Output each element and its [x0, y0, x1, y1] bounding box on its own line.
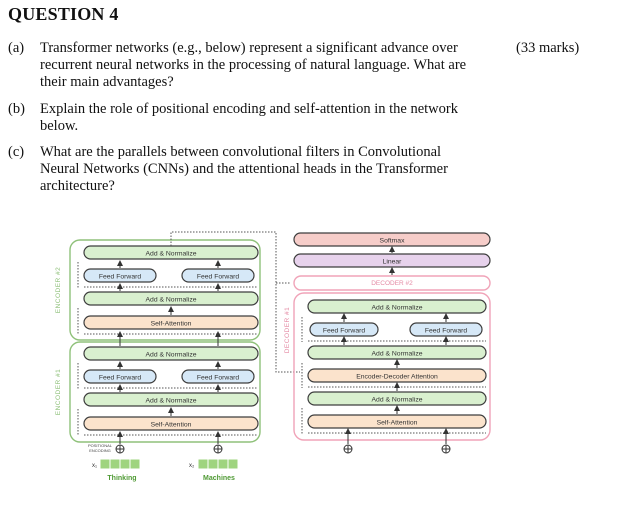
enc1-feed-forward-left [83, 369, 157, 384]
enc2-feed-forward-right [181, 268, 255, 283]
dec-add-normalize-1-text: Add & Normalize [372, 305, 423, 312]
decoder-2-label: DECODER #2 [371, 280, 413, 287]
enc2-feed-forward-right-text: Feed Forward [197, 274, 240, 281]
enc2-add-normalize-bottom-text: Add & Normalize [146, 297, 197, 304]
dec-self-attention [307, 414, 487, 429]
part-b-line: below. [40, 118, 79, 134]
enc2-add-normalize-bottom [83, 291, 259, 306]
dec-enc-dec-attention-text: Encoder-Decoder Attention [356, 374, 438, 381]
decoder-residual-lines [301, 317, 486, 434]
x1-label: x₁ [92, 463, 97, 469]
part-a-line: Transformer networks (e.g., below) repre… [40, 40, 458, 56]
part-c-label: (c) [8, 144, 25, 160]
part-c-line: Neural Networks (CNNs) and the attention… [40, 161, 448, 177]
question-marks: (33 marks) [516, 40, 580, 56]
positional-encoding-label-2: ENCODING [89, 448, 111, 453]
part-c-line: architecture? [40, 178, 115, 194]
dec-self-attention-text: Self-Attention [377, 420, 418, 427]
part-a-line: their main advantages? [40, 74, 174, 90]
enc1-add-normalize-top [83, 346, 259, 361]
enc1-add-normalize-bottom-text: Add & Normalize [146, 398, 197, 405]
linear-text: Linear [383, 259, 403, 266]
dec-add-normalize-2-text: Add & Normalize [372, 351, 423, 358]
enc2-self-attention [83, 315, 259, 330]
plus-circle-icon [343, 444, 353, 454]
decoder-arrows [341, 246, 449, 444]
enc2-feed-forward-left-text: Feed Forward [99, 274, 142, 281]
positional-encoding-label-1: POSITIONAL [88, 443, 113, 448]
question-title: QUESTION 4 [8, 4, 119, 24]
encoder-2-label: ENCODER #2 [55, 267, 62, 314]
embedding-x2 [197, 458, 239, 470]
encoder-2-frame [69, 239, 261, 341]
part-b-text: Explain the role of positional encoding … [40, 101, 458, 135]
enc1-feed-forward-left-text: Feed Forward [99, 375, 142, 382]
word-machines: Machines [203, 475, 235, 482]
enc1-self-attention-text: Self-Attention [151, 422, 192, 429]
dec-feed-forward-right-text: Feed Forward [425, 328, 468, 335]
word-thinking: Thinking [107, 475, 136, 482]
decoder-1-label: DECODER #1 [284, 307, 291, 354]
enc2-feed-forward-left [83, 268, 157, 283]
enc1-feed-forward-right [181, 369, 255, 384]
encoder-residual-lines [77, 262, 258, 436]
enc1-add-normalize-bottom [83, 392, 259, 407]
dec-feed-forward-left-text: Feed Forward [323, 328, 366, 335]
part-a-label: (a) [8, 40, 25, 56]
enc1-feed-forward-right-text: Feed Forward [197, 375, 240, 382]
plus-circle-icon [213, 444, 223, 454]
part-c-line: What are the parallels between convoluti… [40, 144, 442, 160]
part-b-label: (b) [8, 101, 25, 117]
decoder-1-frame [293, 292, 491, 441]
part-a-text: Transformer networks (e.g., below) repre… [40, 40, 466, 91]
embedding-x1 [99, 458, 141, 470]
dec-add-normalize-3-text: Add & Normalize [372, 397, 423, 404]
part-c-text: What are the parallels between convoluti… [40, 144, 448, 195]
decoder-2-frame [293, 275, 491, 291]
encoder-1-frame [69, 341, 261, 443]
enc1-add-normalize-top-text: Add & Normalize [146, 352, 197, 359]
encoder-decoder-connection [170, 231, 300, 373]
enc2-self-attention-text: Self-Attention [151, 321, 192, 328]
encoder-1-label: ENCODER #1 [55, 369, 62, 416]
x2-label: x₂ [189, 463, 195, 469]
dec-add-normalize-1 [307, 299, 487, 314]
softmax-text: Softmax [380, 238, 406, 245]
plus-circle-icon [115, 444, 125, 454]
encoder-arrows [117, 260, 221, 444]
part-b-line: Explain the role of positional encoding … [40, 101, 458, 117]
plus-circle-icon [441, 444, 451, 454]
part-a-line: recurrent neural networks in the process… [40, 57, 467, 73]
enc2-add-normalize-top-text: Add & Normalize [146, 251, 197, 258]
enc1-self-attention [83, 416, 259, 431]
